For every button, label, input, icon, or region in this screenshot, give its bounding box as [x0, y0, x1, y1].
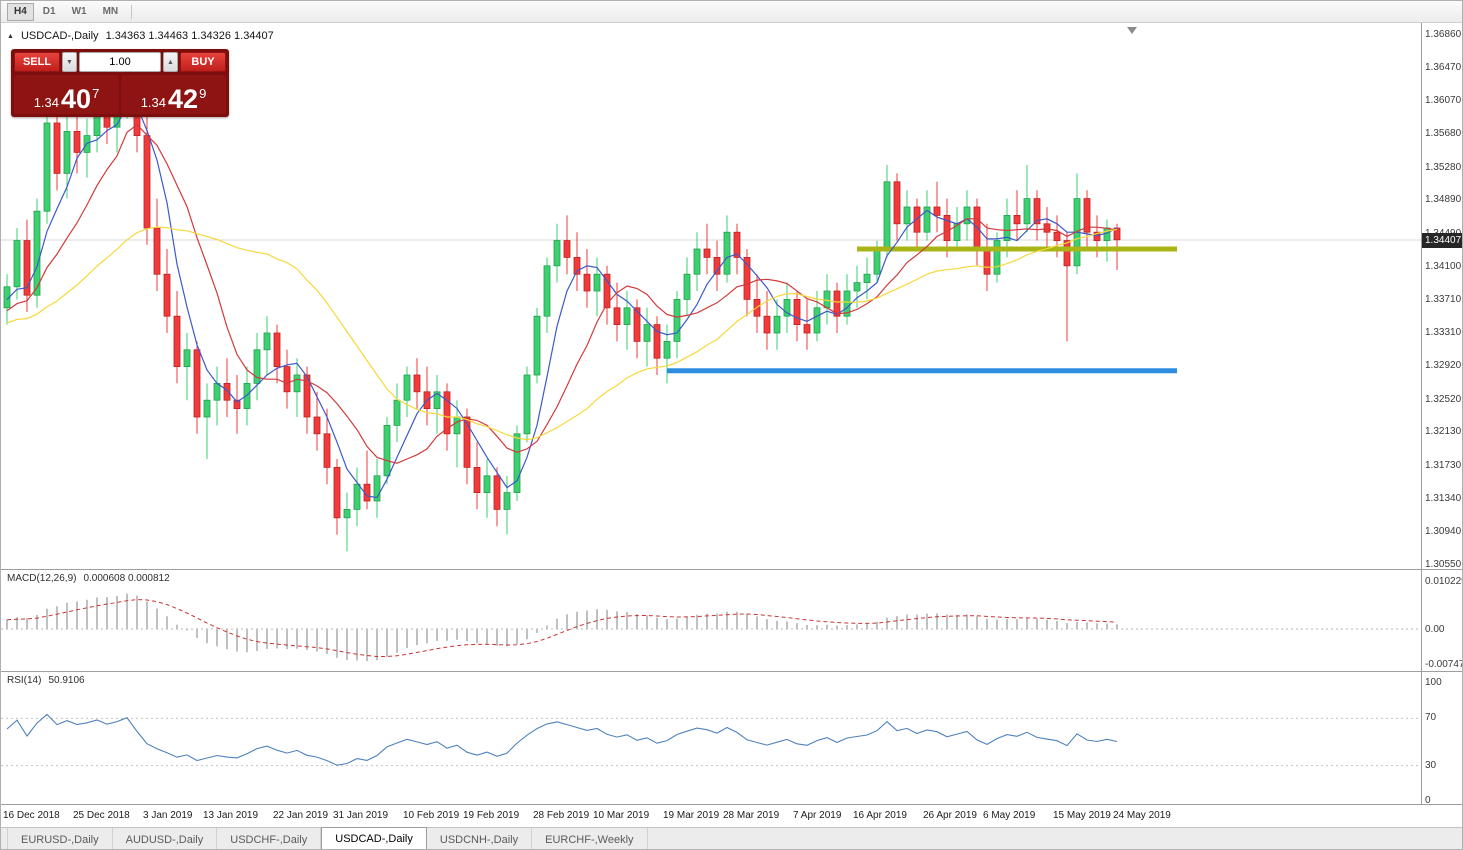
date-axis-label: 31 Jan 2019 [333, 810, 389, 821]
price-scale-label: 1.33310 [1425, 327, 1462, 339]
price-scale-label: 1.32520 [1425, 393, 1462, 405]
rsi-scale-label: 100 [1425, 677, 1442, 688]
price-scale-label: 1.34100 [1425, 260, 1462, 272]
chart-header: ▲ USDCAD-,Daily 1.34363 1.34463 1.34326 … [7, 30, 274, 42]
price-scale-label: 1.35680 [1425, 128, 1462, 140]
rsi-indicator-pane: RSI(14) 50.9106 [1, 672, 1421, 804]
rsi-chart-canvas[interactable] [1, 672, 1421, 804]
buy-price-display[interactable]: 1.34 42 9 [121, 75, 226, 114]
price-scale-label: 1.30940 [1425, 526, 1462, 538]
sell-price-pip-digit: 7 [92, 86, 100, 101]
price-scale-label: 1.32920 [1425, 359, 1462, 371]
price-scale-label: 1.33710 [1425, 293, 1462, 305]
rsi-scale-label: 0 [1425, 795, 1431, 806]
sell-price-prefix: 1.34 [33, 95, 60, 111]
timeframe-toolbar: H4 D1 W1 MN [1, 1, 1462, 23]
price-scale-label: 1.34890 [1425, 194, 1462, 206]
current-price-badge: 1.34407 [1422, 233, 1462, 249]
chart-tab-bar: EURUSD-,Daily AUDUSD-,Daily USDCHF-,Daily U… [1, 827, 1462, 849]
rsi-value: 50.9106 [48, 675, 85, 686]
buy-button[interactable]: BUY [180, 52, 226, 72]
tab-usdchf-daily[interactable]: USDCHF-,Daily [217, 828, 322, 849]
price-scale-label: 1.35280 [1425, 161, 1462, 173]
pane-separator[interactable] [1, 671, 1462, 672]
date-axis-label: 26 Apr 2019 [923, 810, 977, 821]
macd-scale-label: -0.00747 [1425, 659, 1463, 671]
sell-price-display[interactable]: 1.34 40 7 [14, 75, 119, 114]
chart-symbol-title: USDCAD-,Daily [20, 30, 99, 42]
collapse-icon[interactable]: ▲ [7, 32, 14, 40]
price-scale-label: 1.30550 [1425, 559, 1462, 570]
date-axis[interactable]: 16 Dec 2018 25 Dec 2018 3 Jan 2019 13 Jan 2… [1, 804, 1462, 827]
date-axis-label: 24 May 2019 [1113, 810, 1171, 821]
buy-price-big-digits: 42 [168, 84, 199, 115]
buy-price-prefix: 1.34 [140, 95, 167, 111]
price-scale[interactable]: 1.34407 1.36860 1.36470 1.36070 1.35680 1.35… [1421, 23, 1463, 806]
chart-ohlc-values: 1.34363 1.34463 1.34326 1.34407 [105, 30, 274, 42]
macd-scale-label: 0.00 [1425, 624, 1445, 635]
volume-input[interactable] [79, 52, 161, 72]
date-axis-label: 25 Dec 2018 [73, 810, 130, 821]
date-axis-label: 13 Jan 2019 [203, 810, 259, 821]
date-axis-label: 16 Apr 2019 [853, 810, 907, 821]
candlestick-chart-canvas[interactable] [1, 23, 1421, 569]
timeframe-button-w1[interactable]: W1 [65, 3, 94, 21]
macd-chart-canvas[interactable] [1, 570, 1421, 671]
macd-label: MACD(12,26,9) 0.000608 0.000812 [7, 573, 177, 584]
rs i-name: RSI(14) [7, 675, 42, 686]
tab-eurchf-weekly[interactable]: EURCHF-,Weekly [532, 828, 648, 849]
buy-price-pip-digit: 9 [199, 86, 207, 101]
date-axis-label: 19 Feb 2019 [463, 810, 520, 821]
macd-name: MACD(12,26,9) [7, 573, 77, 584]
rsi-scale-label: 30 [1425, 759, 1437, 771]
price-scale-label: 1.31340 [1425, 492, 1462, 504]
volume-decrease-button[interactable]: ▼ [62, 52, 77, 72]
rsi-scale-label: 70 [1425, 712, 1437, 724]
date-axis-label: 28 Mar 2019 [723, 810, 780, 821]
date-axis-label: 10 Feb 2019 [403, 810, 460, 821]
date-axis-label: 19 Mar 2019 [663, 810, 720, 821]
tab-audusd-daily[interactable]: AUDUSD-,Daily [113, 828, 218, 849]
price-scale-label: 1.36070 [1425, 95, 1462, 107]
pane-separator[interactable] [1, 569, 1462, 570]
date-axis-label: 3 Jan 2019 [143, 810, 193, 821]
timeframe-button-d1[interactable]: D1 [36, 3, 63, 21]
macd-scale-label: 0.010229 [1425, 575, 1463, 587]
price-scale-label: 1.32130 [1425, 426, 1462, 438]
date-axis-label: 22 Jan 2019 [273, 810, 329, 821]
tab-usdcad-daily[interactable]: USDCAD-,Daily [321, 827, 427, 849]
timeframe-button-mn[interactable]: MN [96, 3, 126, 21]
tab-usdcnh-daily[interactable]: USDCNH-,Daily [427, 828, 533, 849]
sell-price-big-digits: 40 [61, 84, 92, 115]
date-axis-label: 16 Dec 2018 [3, 810, 60, 821]
macd-indicator-pane: MACD(12,26,9) 0.000608 0.000812 [1, 570, 1421, 671]
rsi-label: RSI(14) 50.9106 [7, 675, 92, 686]
macd-values: 0.000608 0.000812 [83, 573, 170, 584]
timeframe-button-h4[interactable]: H4 [7, 2, 34, 21]
date-axis-label: 6 May 2019 [983, 810, 1036, 821]
trade-controls-row: SELL ▼ ▲ BUY [14, 52, 226, 72]
price-scale-label: 1.36860 [1425, 29, 1462, 40]
trade-prices-row: 1.34 40 7 1.34 42 9 [14, 75, 226, 114]
toolbar-separator [131, 4, 133, 19]
date-axis-label: 15 May 2019 [1053, 810, 1111, 821]
volume-increase-button[interactable]: ▲ [163, 52, 178, 72]
chart-shift-marker-icon[interactable] [1127, 27, 1137, 34]
price-chart-pane: ▲ USDCAD-,Daily 1.34363 1.34463 1.34326 … [1, 23, 1421, 569]
date-axis-label: 10 Mar 2019 [593, 810, 650, 821]
date-axis-label: 7 Apr 2019 [793, 810, 842, 821]
sell-button[interactable]: SELL [14, 52, 60, 72]
price-scale-label: 1.31730 [1425, 459, 1462, 471]
price-scale-label: 1.36470 [1425, 61, 1462, 73]
date-axis-label: 28 Feb 2019 [533, 810, 590, 821]
tab-eurusd-daily[interactable]: EURUSD-,Daily [7, 828, 113, 849]
